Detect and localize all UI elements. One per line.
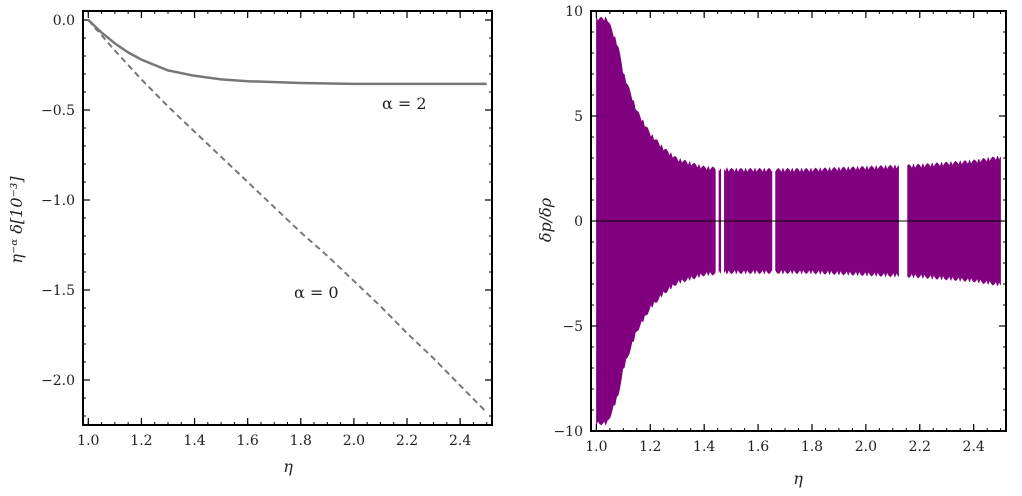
x-tick-label: 2.2 (396, 433, 418, 449)
series-line-0 (87, 19, 487, 86)
y-tick-label: 0.0 (53, 13, 75, 29)
left-annotation-alpha-2: α = 2 (382, 94, 427, 113)
y-tick-label: 10 (565, 4, 583, 20)
right-x-axis-label: η (793, 469, 803, 488)
x-tick-label: 1.4 (183, 433, 205, 449)
y-tick-label: −2.0 (41, 373, 75, 389)
x-tick-label: 1.0 (77, 433, 99, 449)
left-annotation-alpha-0: α = 0 (294, 283, 339, 302)
x-tick-label: 1.6 (237, 433, 259, 449)
left-tick-labels: 1.0 1.2 1.4 1.6 1.8 2.0 2.2 2.4 0.0 −0.5 −1.0 −1.5 −… (41, 13, 471, 449)
right-chart: 1.0 1.2 1.4 1.6 1.8 2.0 2.2 2.4 10 5 0 −5 −10 η δp/δ… (536, 4, 1007, 488)
x-tick-label: 1.2 (130, 433, 152, 449)
x-tick-label: 2.0 (343, 433, 365, 449)
x-tick-label: 2.4 (963, 439, 985, 455)
x-tick-label: 1.4 (693, 439, 715, 455)
y-tick-label: −10 (553, 424, 583, 440)
y-tick-label: 0 (574, 214, 583, 230)
right-y-axis-label: δp/δρ (536, 197, 555, 242)
x-tick-label: 1.8 (290, 433, 312, 449)
y-tick-label: −0.5 (41, 103, 75, 119)
x-tick-label: 1.6 (747, 439, 769, 455)
y-tick-label: −1.0 (41, 193, 75, 209)
x-tick-label: 2.0 (855, 439, 877, 455)
y-tick-label: 5 (574, 109, 583, 125)
left-x-axis-label: η (283, 457, 293, 476)
right-tick-marks (591, 10, 1006, 432)
x-tick-label: 1.8 (801, 439, 823, 455)
x-tick-label: 1.0 (585, 439, 607, 455)
left-series-group (87, 19, 488, 414)
y-tick-label: −5 (562, 319, 583, 335)
x-tick-label: 2.2 (909, 439, 931, 455)
left-chart: 1.0 1.2 1.4 1.6 1.8 2.0 2.2 2.4 0.0 −0.5 −1.0 −1.5 −… (7, 10, 493, 476)
x-tick-label: 2.4 (449, 433, 471, 449)
y-tick-label: −1.5 (41, 283, 75, 299)
x-tick-label: 1.2 (639, 439, 661, 455)
series-line-1 (87, 19, 488, 414)
left-y-axis-label: η⁻ᵅ δ[10⁻³] (7, 176, 26, 264)
right-tick-labels: 1.0 1.2 1.4 1.6 1.8 2.0 2.2 2.4 10 5 0 −5 −10 (553, 4, 984, 455)
left-plot-frame (82, 10, 493, 426)
left-tick-marks (83, 11, 492, 425)
